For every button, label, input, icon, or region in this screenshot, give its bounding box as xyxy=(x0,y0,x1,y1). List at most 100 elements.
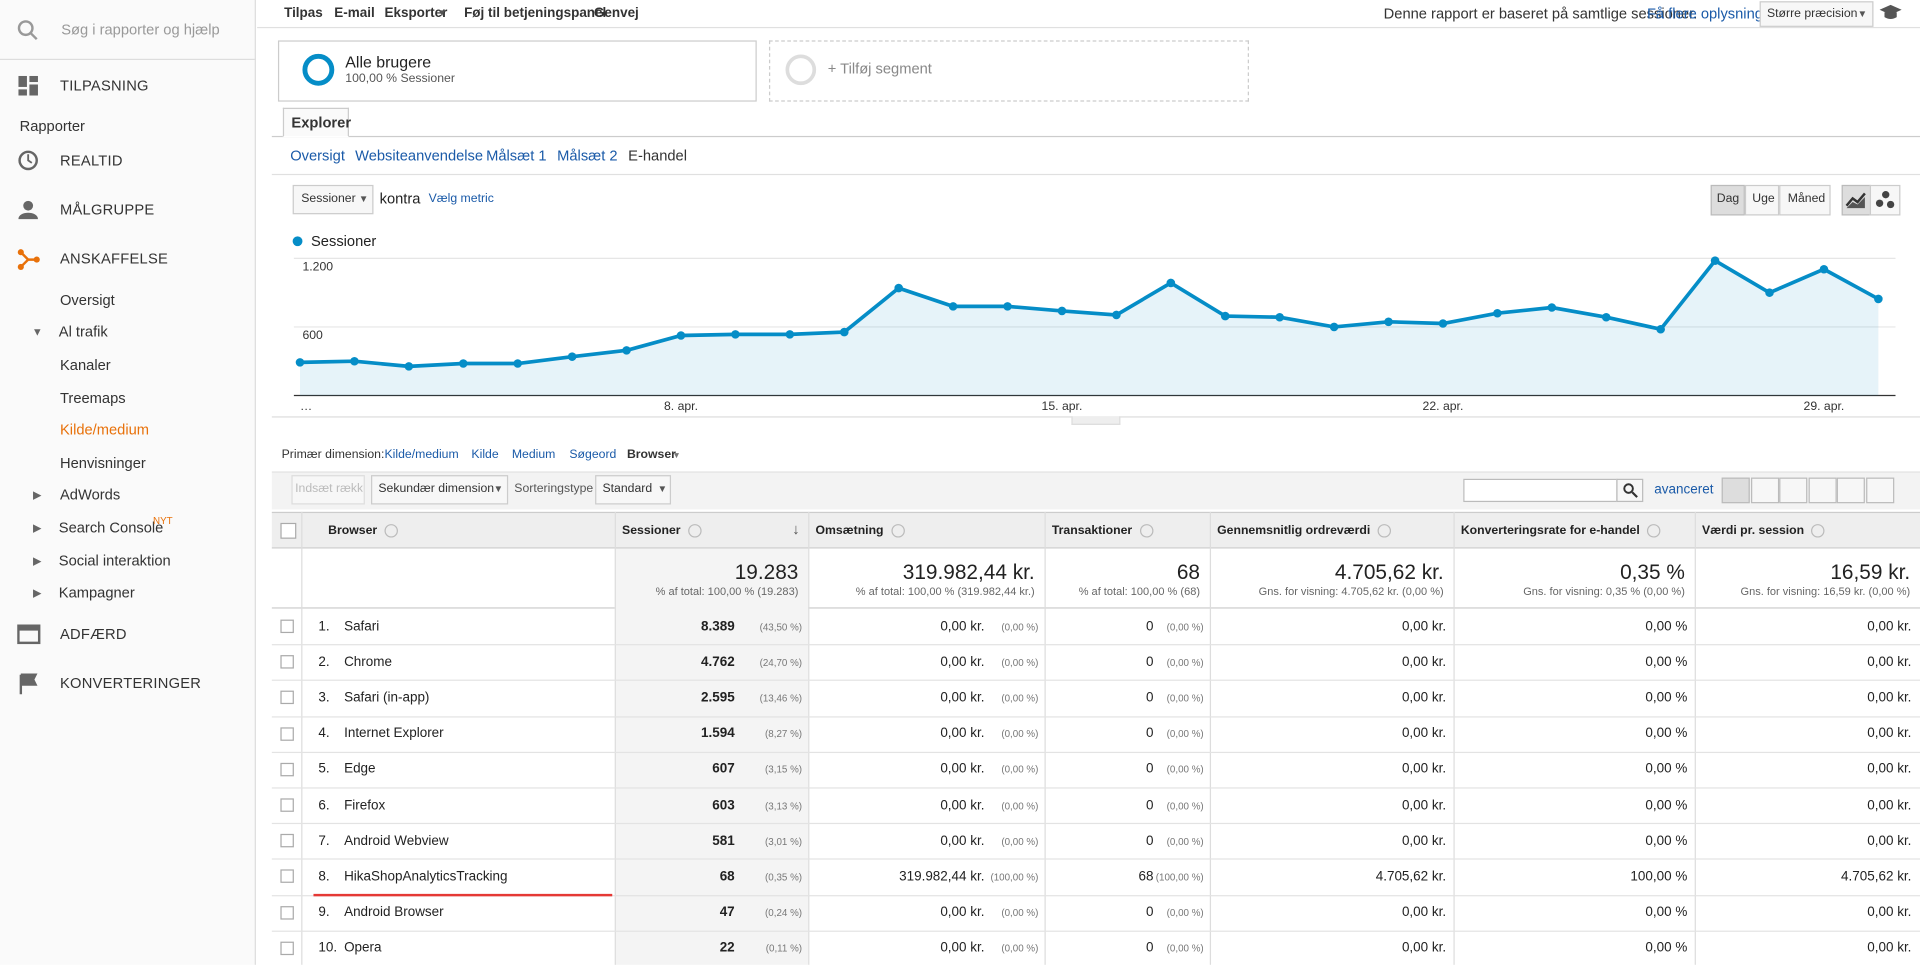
nav-section[interactable]: ANSKAFFELSE xyxy=(60,249,169,267)
view-button[interactable] xyxy=(1750,477,1779,504)
metric-selected: Sessioner xyxy=(301,192,356,206)
subtab[interactable]: Oversigt xyxy=(290,146,345,165)
table-toolbar xyxy=(271,471,1920,510)
nav-item[interactable]: Search Console xyxy=(58,519,164,537)
expand-arrow[interactable]: ▶ xyxy=(33,521,42,534)
column-divider xyxy=(1044,511,1046,965)
value-per-session: 0,00 kr. xyxy=(1867,905,1912,920)
dimension-option[interactable]: Kilde xyxy=(471,448,499,462)
table-totals-bg xyxy=(271,548,1920,609)
data-point xyxy=(894,283,903,293)
revenue-share: (0,00 %) xyxy=(1001,621,1039,633)
granularity-button[interactable] xyxy=(1744,184,1780,216)
legend-label: Sessioner xyxy=(311,234,376,250)
column-header[interactable]: Sessioner xyxy=(622,524,681,538)
nav-section[interactable]: MÅLGRUPPE xyxy=(60,200,155,218)
metric-dropdown[interactable] xyxy=(292,184,374,215)
row-checkbox[interactable] xyxy=(280,905,294,920)
column-header[interactable]: Transaktioner xyxy=(1051,524,1133,538)
precision-dropdown[interactable] xyxy=(1759,1,1874,27)
column-header[interactable]: Konverteringsrate for e-handel xyxy=(1460,524,1640,538)
nav-item[interactable]: Oversigt xyxy=(60,291,115,309)
tab[interactable] xyxy=(282,107,349,138)
row-checkbox[interactable] xyxy=(280,762,294,777)
nav-item[interactable]: Treemaps xyxy=(60,389,126,407)
toolbar-button[interactable]: E-mail xyxy=(334,6,375,21)
row-checkbox[interactable] xyxy=(280,869,294,884)
column-header[interactable]: Værdi pr. session xyxy=(1702,524,1805,538)
segment-card[interactable] xyxy=(277,40,757,102)
view-button[interactable] xyxy=(1779,477,1808,504)
sampling-note: Denne rapport er baseret på samtlige ses… xyxy=(1383,4,1698,23)
search-input[interactable]: Søg i rapporter og hjælp xyxy=(61,20,220,38)
granularity-button-active[interactable] xyxy=(1710,184,1745,216)
nav-section[interactable]: REALTID xyxy=(60,151,123,169)
secondary-dimension-dropdown[interactable] xyxy=(371,475,509,505)
column-divider xyxy=(1209,511,1212,965)
column-header[interactable]: Omsætning xyxy=(815,524,884,538)
expand-arrow[interactable]: ▼ xyxy=(31,325,43,338)
choose-metric[interactable]: Vælg metric xyxy=(428,192,494,206)
subtab[interactable]: Websiteanvendelse xyxy=(355,146,484,165)
view-button[interactable] xyxy=(1836,477,1865,504)
row-checkbox[interactable] xyxy=(280,619,294,634)
nav-item[interactable]: Henvisninger xyxy=(60,454,146,472)
header-checkbox[interactable] xyxy=(280,522,297,539)
toolbar-button[interactable]: Føj til betjeningspanel xyxy=(464,6,607,21)
toolbar-button[interactable]: Genvej xyxy=(593,6,639,21)
nav-item[interactable]: Social interaktion xyxy=(58,552,171,570)
subtab-active[interactable]: E-handel xyxy=(628,146,687,165)
row-checkbox[interactable] xyxy=(280,834,294,848)
insert-row-button xyxy=(291,475,365,505)
nav-section[interactable]: KONVERTERINGER xyxy=(60,674,202,692)
nav-section[interactable]: TILPASNING xyxy=(60,77,149,95)
toolbar-button[interactable]: Tilpas xyxy=(284,6,323,21)
nav-item[interactable]: Al trafik xyxy=(58,323,108,341)
table-search-input[interactable] xyxy=(1463,478,1618,503)
dimension-option-active[interactable]: Browser xyxy=(626,448,676,462)
data-point xyxy=(458,359,468,368)
chart-type-button[interactable] xyxy=(1869,184,1901,216)
advanced-link[interactable]: avanceret xyxy=(1654,482,1714,498)
view-button[interactable] xyxy=(1865,477,1894,504)
add-segment-card[interactable] xyxy=(768,40,1249,102)
expand-arrow[interactable]: ▶ xyxy=(33,554,42,567)
expand-arrow[interactable]: ▶ xyxy=(33,488,42,501)
toolbar-button[interactable]: Eksporter xyxy=(384,6,448,21)
view-button[interactable] xyxy=(1721,477,1750,504)
view-button[interactable] xyxy=(1807,477,1837,504)
nav-item-active[interactable]: Kilde/medium xyxy=(60,421,150,439)
row-checkbox[interactable] xyxy=(280,941,294,955)
subtab[interactable]: Målsæt 1 xyxy=(486,146,547,165)
more-info-link[interactable]: Få flere oplysninger xyxy=(1646,4,1776,23)
resize-handle[interactable] xyxy=(1071,416,1121,425)
add-segment[interactable]: + Tilføj segment xyxy=(827,60,932,78)
dimension-option[interactable]: Søgeord xyxy=(569,448,617,462)
sort-dropdown[interactable] xyxy=(595,475,672,505)
precision-label: Større præcision xyxy=(1766,7,1858,21)
dimension-option[interactable]: Medium xyxy=(511,448,556,462)
subtab[interactable]: Målsæt 2 xyxy=(557,146,618,165)
granularity-button[interactable] xyxy=(1779,184,1831,216)
transactions-value: 0 xyxy=(1145,762,1154,777)
dimension-option[interactable]: Kilde/medium xyxy=(384,448,459,462)
dashboard-icon xyxy=(18,75,38,96)
row-number: 3. xyxy=(318,690,330,706)
row-checkbox[interactable] xyxy=(280,798,294,812)
highlight-underline xyxy=(313,893,613,896)
nav-section[interactable]: ADFÆRD xyxy=(60,625,127,643)
sort-arrow: ↓ xyxy=(792,520,800,538)
education-icon[interactable] xyxy=(1878,4,1902,21)
row-checkbox[interactable] xyxy=(280,726,294,741)
avg-order-value: 0,00 kr. xyxy=(1401,654,1447,670)
row-checkbox[interactable] xyxy=(280,691,294,705)
nav-item[interactable]: Kanaler xyxy=(60,356,111,374)
nav-item[interactable]: AdWords xyxy=(60,486,121,504)
row-checkbox[interactable] xyxy=(280,655,294,669)
person-icon xyxy=(18,200,38,220)
revenue-share: (0,00 %) xyxy=(1001,657,1039,669)
expand-arrow[interactable]: ▶ xyxy=(33,586,42,599)
column-header[interactable]: Gennemsnitlig ordreværdi xyxy=(1217,524,1371,538)
nav-item[interactable]: Kampagner xyxy=(58,584,135,602)
column-header[interactable]: Browser xyxy=(328,524,378,538)
